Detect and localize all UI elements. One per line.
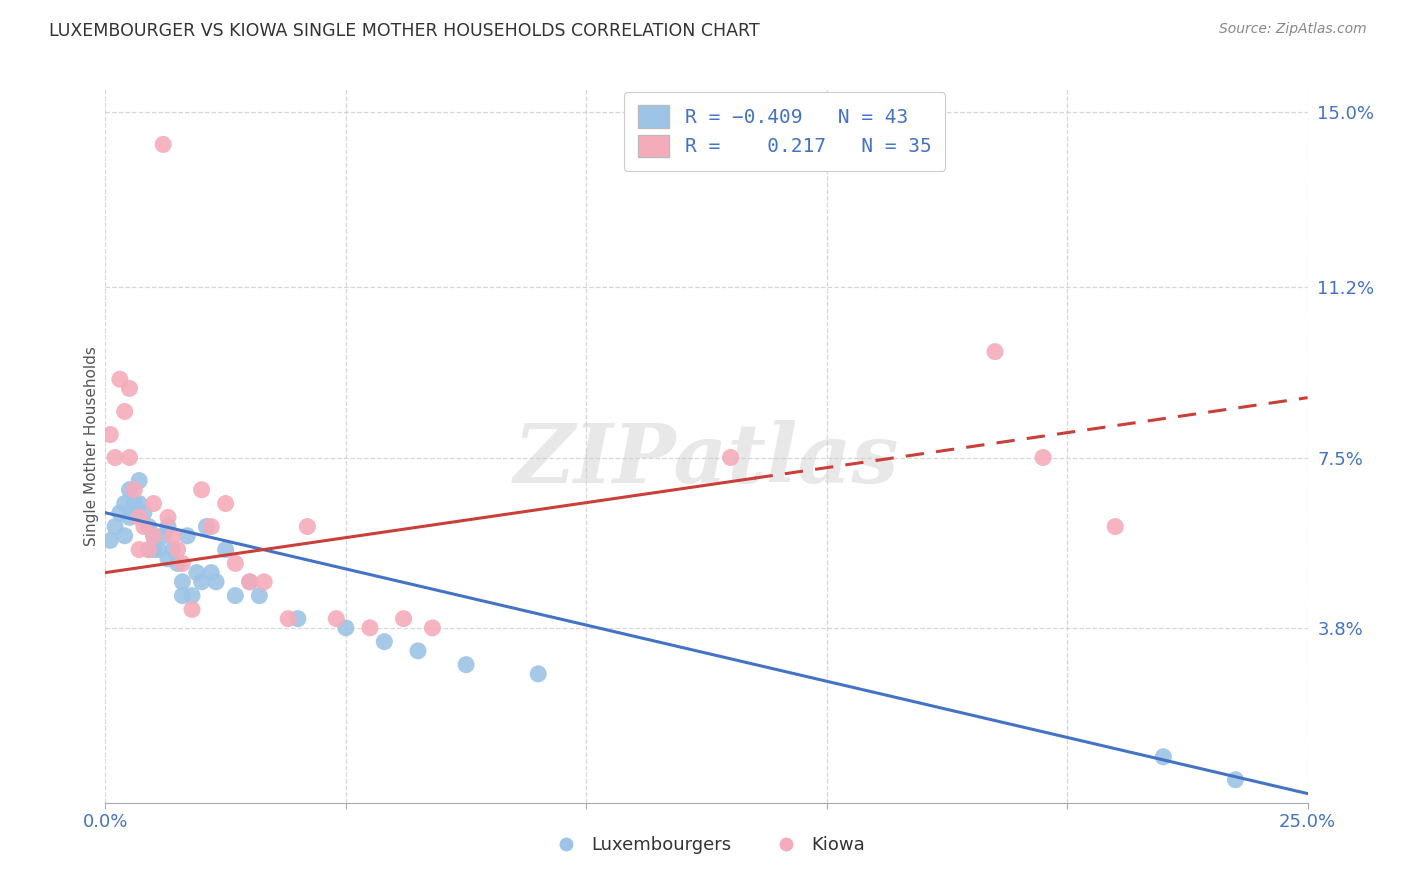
Point bbox=[128, 474, 150, 488]
Point bbox=[239, 574, 262, 589]
Point bbox=[422, 621, 444, 635]
Point bbox=[984, 344, 1007, 359]
Point bbox=[454, 657, 477, 672]
Point bbox=[142, 497, 165, 511]
Point bbox=[186, 566, 208, 580]
Point bbox=[124, 506, 146, 520]
Point bbox=[406, 644, 429, 658]
Point bbox=[325, 612, 347, 626]
Point bbox=[392, 612, 415, 626]
Point bbox=[138, 519, 160, 533]
Point bbox=[166, 542, 188, 557]
Point bbox=[118, 381, 141, 395]
Point bbox=[138, 542, 160, 557]
Point bbox=[128, 497, 150, 511]
Point bbox=[253, 574, 276, 589]
Point bbox=[1152, 749, 1174, 764]
Point bbox=[200, 519, 222, 533]
Point bbox=[108, 372, 131, 386]
Text: ZIPatlas: ZIPatlas bbox=[513, 420, 900, 500]
Point bbox=[114, 497, 136, 511]
Point bbox=[162, 542, 184, 557]
Point bbox=[152, 137, 174, 152]
Y-axis label: Single Mother Households: Single Mother Households bbox=[83, 346, 98, 546]
Point bbox=[148, 542, 170, 557]
Point bbox=[205, 574, 228, 589]
Point bbox=[190, 574, 212, 589]
Point bbox=[156, 551, 179, 566]
Point bbox=[142, 529, 165, 543]
Text: Source: ZipAtlas.com: Source: ZipAtlas.com bbox=[1219, 22, 1367, 37]
Point bbox=[1104, 519, 1126, 533]
Point bbox=[190, 483, 212, 497]
Point bbox=[1032, 450, 1054, 465]
Point bbox=[172, 589, 194, 603]
Point bbox=[138, 542, 160, 557]
Point bbox=[359, 621, 381, 635]
Point bbox=[98, 427, 121, 442]
Point bbox=[176, 529, 198, 543]
Point bbox=[297, 519, 319, 533]
Point bbox=[104, 519, 127, 533]
Point bbox=[104, 450, 127, 465]
Point bbox=[128, 542, 150, 557]
Point bbox=[152, 529, 174, 543]
Point bbox=[335, 621, 357, 635]
Text: LUXEMBOURGER VS KIOWA SINGLE MOTHER HOUSEHOLDS CORRELATION CHART: LUXEMBOURGER VS KIOWA SINGLE MOTHER HOUS… bbox=[49, 22, 759, 40]
Point bbox=[132, 506, 155, 520]
Point bbox=[214, 497, 236, 511]
Point bbox=[118, 510, 141, 524]
Point bbox=[373, 634, 395, 648]
Point bbox=[114, 404, 136, 418]
Point bbox=[162, 529, 184, 543]
Point bbox=[214, 542, 236, 557]
Point bbox=[118, 450, 141, 465]
Point bbox=[527, 666, 550, 681]
Point bbox=[128, 510, 150, 524]
Point bbox=[224, 589, 246, 603]
Point bbox=[124, 497, 146, 511]
Point bbox=[195, 519, 218, 533]
Point bbox=[720, 450, 742, 465]
Point bbox=[172, 557, 194, 571]
Point bbox=[156, 510, 179, 524]
Point bbox=[1225, 772, 1247, 787]
Point bbox=[114, 529, 136, 543]
Point bbox=[287, 612, 309, 626]
Point bbox=[142, 529, 165, 543]
Point bbox=[224, 557, 246, 571]
Point bbox=[166, 557, 188, 571]
Point bbox=[132, 519, 155, 533]
Point bbox=[124, 483, 146, 497]
Legend: Luxembourgers, Kiowa: Luxembourgers, Kiowa bbox=[541, 830, 872, 862]
Point bbox=[239, 574, 262, 589]
Point bbox=[118, 483, 141, 497]
Point bbox=[181, 589, 204, 603]
Point bbox=[181, 602, 204, 616]
Point bbox=[156, 519, 179, 533]
Point bbox=[108, 506, 131, 520]
Point bbox=[142, 542, 165, 557]
Point bbox=[277, 612, 299, 626]
Point bbox=[200, 566, 222, 580]
Point bbox=[247, 589, 270, 603]
Point bbox=[98, 533, 121, 548]
Point bbox=[172, 574, 194, 589]
